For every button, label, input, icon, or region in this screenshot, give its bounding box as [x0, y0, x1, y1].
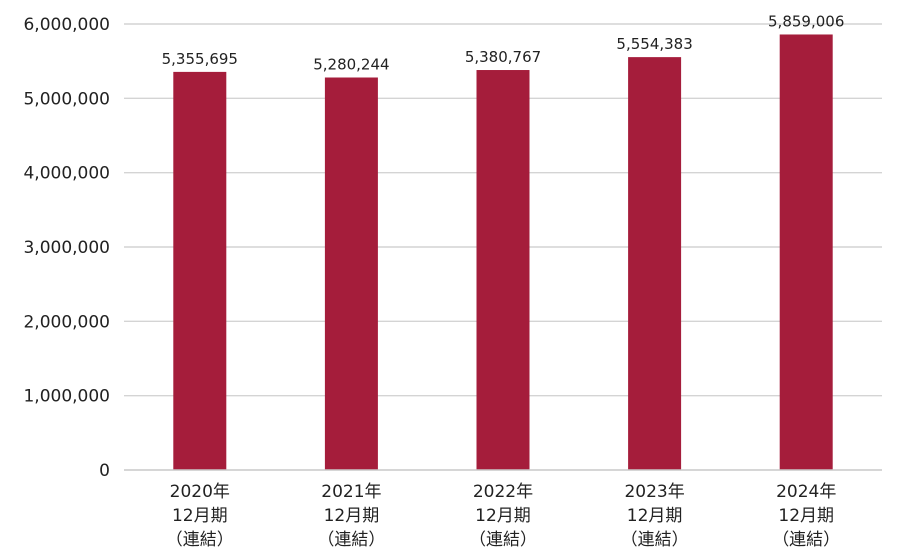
x-tick-label-4: 2024年 12月期 （連結） [772, 482, 840, 550]
y-axis-ticks: 0 1,000,000 2,000,000 3,000,000 4,000,000 5,0… [23, 15, 110, 481]
y-tick-label: 3,000,000 [23, 238, 110, 258]
x-tick-label-line: （連結） [317, 530, 385, 550]
bar-1 [324, 77, 378, 470]
data-label-0: 5,355,695 [162, 50, 238, 68]
bars [173, 34, 833, 470]
x-tick-label-3: 2023年 12月期 （連結） [621, 482, 689, 550]
y-tick-label: 4,000,000 [23, 164, 110, 184]
data-labels: 5,355,695 5,280,244 5,380,767 5,554,383 5,85… [162, 12, 845, 73]
x-tick-label-line: 12月期 [475, 506, 531, 526]
x-tick-label-line: （連結） [621, 530, 689, 550]
x-tick-label-2: 2022年 12月期 （連結） [469, 482, 537, 550]
y-tick-label: 2,000,000 [23, 312, 110, 332]
y-tick-label: 0 [99, 461, 110, 481]
x-tick-label-line: 12月期 [778, 506, 834, 526]
x-tick-label-line: （連結） [772, 530, 840, 550]
y-tick-label: 5,000,000 [23, 89, 110, 109]
x-tick-label-line: （連結） [469, 530, 537, 550]
y-tick-label: 6,000,000 [23, 15, 110, 35]
data-label-3: 5,554,383 [616, 35, 692, 53]
data-label-2: 5,380,767 [465, 48, 541, 66]
x-tick-label-line: 12月期 [627, 506, 683, 526]
x-tick-label-line: 2024年 [776, 482, 836, 502]
x-tick-label-line: 2020年 [170, 482, 230, 502]
bar-0 [173, 71, 227, 470]
data-label-4: 5,859,006 [768, 12, 844, 30]
x-tick-label-line: （連結） [166, 530, 234, 550]
data-label-1: 5,280,244 [313, 56, 389, 74]
x-tick-label-line: 12月期 [324, 506, 380, 526]
bar-2 [476, 70, 530, 470]
x-tick-label-0: 2020年 12月期 （連結） [166, 482, 234, 550]
x-tick-label-line: 12月期 [172, 506, 228, 526]
x-tick-label-line: 2021年 [321, 482, 381, 502]
bar-3 [628, 57, 682, 470]
x-tick-label-1: 2021年 12月期 （連結） [317, 482, 385, 550]
x-tick-label-line: 2023年 [624, 482, 684, 502]
y-tick-label: 1,000,000 [23, 387, 110, 407]
bar-4 [779, 34, 833, 470]
x-tick-label-line: 2022年 [473, 482, 533, 502]
x-axis-ticks: 2020年12月期（連結）2021年12月期（連結）2022年12月期（連結）2… [166, 482, 840, 550]
